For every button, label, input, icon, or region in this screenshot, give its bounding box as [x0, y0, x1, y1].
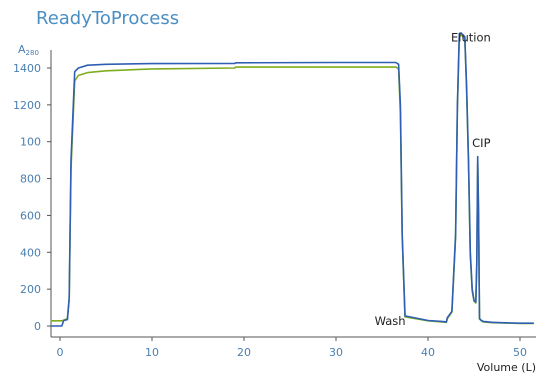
- x-tick-label: 0: [57, 346, 64, 359]
- x-tick-label: 50: [513, 346, 527, 359]
- annotations: Elution CIP Wash: [375, 30, 491, 328]
- annotation-label: CIP: [472, 136, 490, 150]
- x-axis-label: Volume (L): [477, 361, 536, 374]
- y-tick-label: 1400: [13, 62, 41, 75]
- chart-title: ReadyToProcess: [36, 8, 179, 29]
- x-tick-label: 30: [329, 346, 343, 359]
- x-tick-label: 20: [237, 346, 251, 359]
- y-tick-label: 200: [20, 283, 41, 296]
- x-tick-label: 10: [145, 346, 159, 359]
- x-tick-label: 40: [421, 346, 435, 359]
- series-line-1: [50, 32, 534, 327]
- y-axis-label-main: A: [18, 43, 26, 56]
- y-axis-label-sub: 280: [26, 49, 39, 57]
- y-ticks: 0 200 400 600 800 100 1200 1400: [13, 62, 51, 333]
- x-ticks: 0 10 20 30 40 50: [57, 337, 527, 359]
- y-tick-label: 800: [20, 173, 41, 186]
- y-tick-label: 1200: [13, 99, 41, 112]
- y-tick-label: 600: [20, 209, 41, 222]
- annotation-label: Elution: [451, 30, 491, 44]
- y-tick-label: 0: [34, 320, 41, 333]
- y-tick-label: 100: [20, 136, 41, 149]
- series-line-2: [50, 33, 534, 325]
- y-axis-label: A280: [18, 43, 39, 57]
- annotation-label: Wash: [375, 314, 406, 328]
- y-tick-label: 400: [20, 246, 41, 259]
- series-layer: [50, 32, 534, 327]
